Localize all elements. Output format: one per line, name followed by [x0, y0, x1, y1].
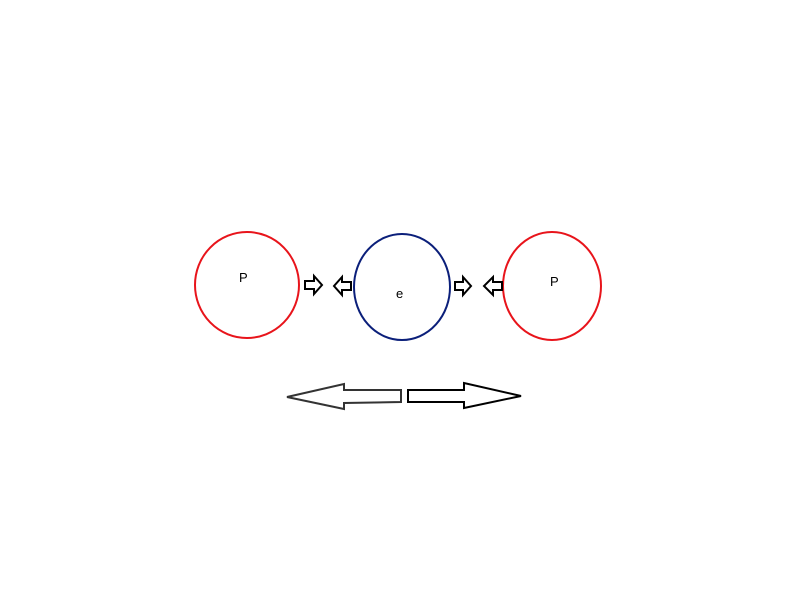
electron-label: e — [396, 286, 403, 301]
arrow-right-icon — [454, 274, 473, 298]
proton-left: P — [194, 231, 300, 339]
arrow-left-icon — [332, 274, 352, 298]
proton-left-circle — [194, 231, 300, 339]
arrow-left-icon — [482, 274, 503, 298]
large-arrow-left-icon — [286, 382, 402, 411]
large-arrow-right-icon — [407, 381, 522, 410]
electron-circle — [353, 233, 451, 341]
proton-left-label: P — [239, 270, 248, 285]
proton-right: P — [502, 231, 602, 341]
electron-center: e — [353, 233, 451, 341]
arrow-right-icon — [304, 273, 324, 297]
proton-right-label: P — [550, 274, 559, 289]
